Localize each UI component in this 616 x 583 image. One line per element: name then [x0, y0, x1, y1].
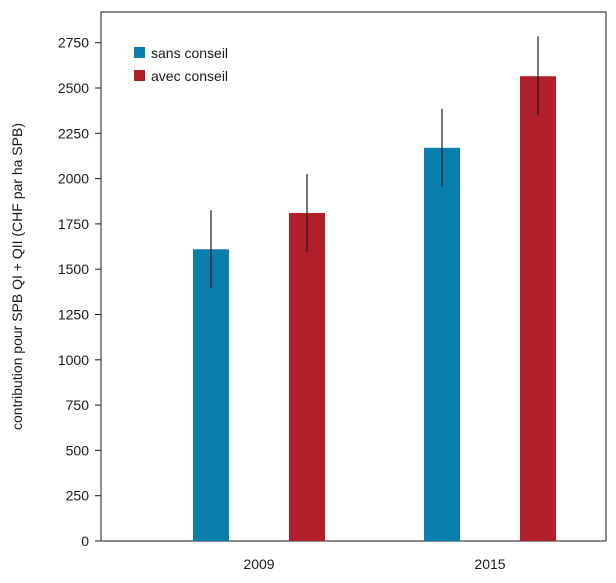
- bar-sans-conseil-2009: [193, 249, 229, 541]
- y-tick-label: 1250: [58, 307, 89, 323]
- bar-avec-conseil-2015: [520, 76, 556, 542]
- y-tick-label: 1500: [58, 261, 89, 277]
- y-tick-label: 2500: [58, 80, 89, 96]
- y-tick-label: 0: [81, 533, 89, 549]
- x-axis: 2009 2015: [243, 556, 505, 572]
- plot-frame: [100, 11, 607, 542]
- y-tick-label: 250: [66, 488, 90, 504]
- bar-avec-conseil-2009: [289, 213, 325, 541]
- legend-label: sans conseil: [151, 45, 228, 61]
- legend: sans conseil avec conseil: [134, 45, 228, 84]
- x-tick-label: 2015: [474, 556, 505, 572]
- y-tick-label: 2250: [58, 125, 89, 141]
- y-tick-label: 500: [66, 442, 90, 458]
- y-axis: 0 250 500 750 1000 1250 1500 1750 2000 2250 2500 27…: [58, 35, 101, 549]
- x-tick-label: 2009: [243, 556, 274, 572]
- y-tick-label: 750: [66, 397, 90, 413]
- y-tick-label: 1750: [58, 216, 89, 232]
- y-tick-label: 2750: [58, 35, 89, 51]
- y-tick-label: 1000: [58, 352, 89, 368]
- legend-swatch: [134, 70, 145, 81]
- y-axis-title: contribution pour SPB QI + QII (CHF par …: [9, 123, 25, 430]
- bars: [193, 36, 556, 542]
- y-tick-label: 2000: [58, 171, 89, 187]
- legend-swatch: [134, 47, 145, 58]
- legend-label: avec conseil: [151, 68, 228, 84]
- bar-sans-conseil-2015: [424, 147, 460, 541]
